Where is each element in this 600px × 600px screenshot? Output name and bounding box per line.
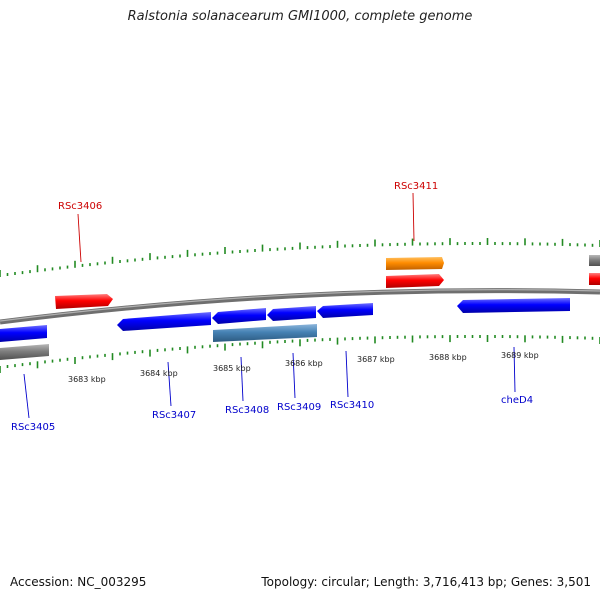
gene-label-rsc3405[interactable]: RSc3405 <box>11 422 55 433</box>
label-line-ched4 <box>513 346 516 393</box>
gene-label-rsc3409[interactable]: RSc3409 <box>277 402 321 413</box>
gene-label-ched4[interactable]: cheD4 <box>501 395 533 406</box>
genome-backbone <box>0 288 600 325</box>
gene-label-lines <box>23 192 516 419</box>
scale-label-3688: 3688 kbp <box>429 353 467 362</box>
label-line-rsc3405 <box>23 373 30 419</box>
label-line-rsc3407 <box>167 361 172 407</box>
gene-label-rsc3411[interactable]: RSc3411 <box>394 181 438 192</box>
scale-labels: 3683 kbp 3684 kbp 3685 kbp 3686 kbp 3687… <box>68 351 539 384</box>
map-title: Ralstonia solanacearum GMI1000, complete… <box>127 9 473 24</box>
gene-label-rsc3407[interactable]: RSc3407 <box>152 410 196 421</box>
feature-rsc3408-steel[interactable] <box>213 324 317 342</box>
gene-rsc3405[interactable] <box>0 325 47 342</box>
feature-rsc3405-grey[interactable] <box>0 344 49 360</box>
gene-labels: RSc3406 RSc3411 RSc3405 RSc3407 RSc3408 … <box>11 181 533 433</box>
genome-backbone-highlight <box>0 289 600 322</box>
scale-label-3687: 3687 kbp <box>357 355 395 364</box>
label-line-rsc3411 <box>412 192 415 242</box>
forward-strand-features <box>55 255 600 309</box>
gene-rsc3410[interactable] <box>317 303 373 318</box>
gene-rsc3411[interactable] <box>386 274 444 288</box>
gene-label-rsc3408[interactable]: RSc3408 <box>225 405 269 416</box>
scale-label-3683: 3683 kbp <box>68 375 106 384</box>
scale-label-3689: 3689 kbp <box>501 351 539 360</box>
gene-label-rsc3406[interactable]: RSc3406 <box>58 201 102 212</box>
gene-ched4[interactable] <box>457 298 570 313</box>
label-line-rsc3406 <box>77 213 82 263</box>
rna-feature-rsc3411[interactable] <box>386 257 444 270</box>
scale-label-3686: 3686 kbp <box>285 359 323 368</box>
gene-edge-right-forward[interactable] <box>589 273 600 285</box>
gene-rsc3408[interactable] <box>212 308 266 324</box>
scale-label-3685: 3685 kbp <box>213 364 251 373</box>
gene-rsc3407[interactable] <box>117 312 211 331</box>
label-line-rsc3410 <box>345 350 349 398</box>
label-line-rsc3408 <box>240 356 244 402</box>
gene-label-rsc3410[interactable]: RSc3410 <box>330 400 374 411</box>
scale-label-3684: 3684 kbp <box>140 369 178 378</box>
genome-summary-text: Topology: circular; Length: 3,716,413 bp… <box>261 575 591 589</box>
gc-skew-ticks-inner <box>0 335 600 373</box>
reverse-strand-features <box>0 298 570 360</box>
label-line-rsc3409 <box>292 352 296 399</box>
feature-edge-right-grey[interactable] <box>589 255 600 266</box>
accession-text: Accession: NC_003295 <box>10 575 147 589</box>
gc-skew-ticks-outer <box>0 238 600 277</box>
gene-rsc3406[interactable] <box>55 294 113 309</box>
gene-rsc3409[interactable] <box>267 306 316 321</box>
